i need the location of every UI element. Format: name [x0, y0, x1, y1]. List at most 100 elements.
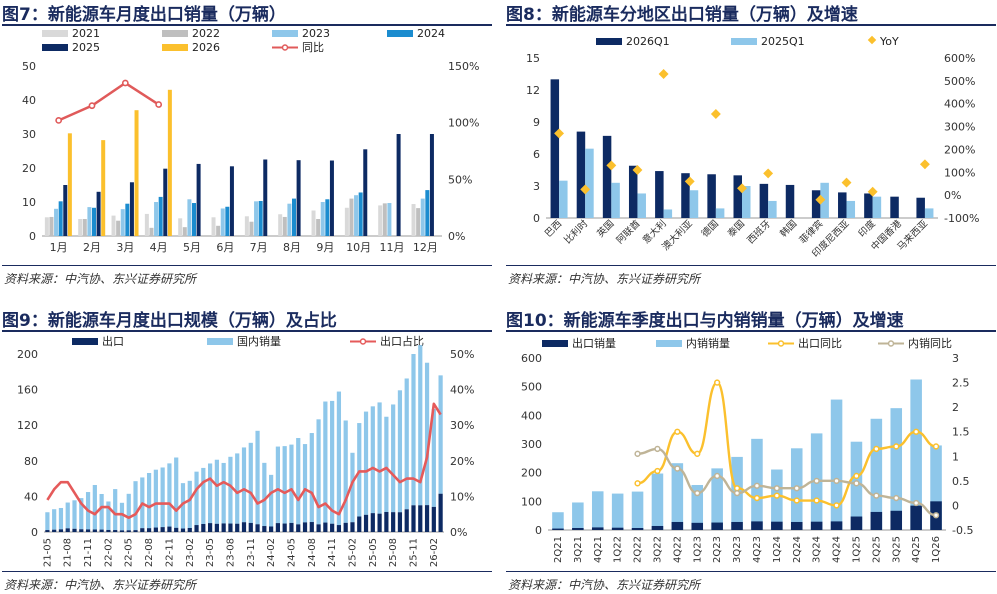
fig9-xtick: 21-08	[63, 538, 74, 567]
fig8-bar-2026Q1	[864, 193, 873, 218]
fig8-xtick: 韩国	[777, 218, 799, 240]
fig9-rule	[2, 330, 492, 332]
fig7-bar-2025	[196, 163, 201, 236]
fig7-bar-2022	[216, 225, 221, 236]
fig10-domestic-yoy-point	[753, 482, 761, 489]
fig10-legend-export-yoy-marker	[777, 340, 785, 347]
fig9-bar-domestic	[167, 463, 172, 527]
fig10-panel: 图10：新能源车季度出口与内销销量（万辆）及增速 出口销量 内销销量 出口同比 内销同…	[506, 306, 996, 594]
fig7-bar-2022	[149, 227, 154, 236]
fig9-bar-domestic	[363, 411, 369, 515]
fig7-bar-2021	[244, 216, 249, 236]
fig9-bar-export	[221, 523, 226, 532]
fig9-bar-domestic	[235, 453, 240, 524]
fig9-bar-domestic	[424, 362, 430, 506]
fig7-bar-2021	[311, 210, 316, 236]
fig7-legend-2023-label: 2023	[302, 27, 330, 40]
fig10-domestic-yoy-point	[833, 477, 840, 485]
fig7-bar-2024	[225, 206, 230, 236]
fig7-bar-2025	[296, 160, 301, 236]
fig8-y2tick: 500%	[944, 75, 975, 88]
fig7-yoy-point	[121, 79, 129, 87]
fig8-xtick: 德国	[699, 218, 721, 240]
fig8-bar-2025Q1	[689, 190, 699, 218]
fig9-bar-export	[336, 525, 342, 532]
fig9-bar-export	[397, 512, 403, 532]
fig9-bar-export	[391, 512, 396, 532]
fig7-xtick: 12月	[413, 241, 438, 254]
fig10-bar-domestic	[771, 469, 783, 530]
fig9-bar-export	[133, 530, 138, 532]
fig7-bar-2022	[249, 221, 254, 236]
fig9-legend-domestic-label: 国内销量	[237, 334, 281, 348]
fig9-bar-domestic	[411, 354, 416, 506]
fig9-y2tick: 20%	[450, 455, 474, 468]
fig9-y2tick: 50%	[450, 348, 474, 361]
fig10-rule	[506, 330, 996, 332]
fig7-legend-2024-swatch	[387, 30, 413, 37]
fig8-xtick: 印度	[856, 217, 878, 239]
fig7-bar-2026	[134, 110, 139, 236]
fig9-bar-domestic	[336, 391, 342, 526]
fig9-xtick: 24-05	[286, 538, 297, 567]
fig10-xtick: 3Q23	[732, 536, 743, 563]
fig8-bar-2026Q1	[655, 171, 664, 218]
fig7-legend-yoy-label: 同比	[302, 41, 324, 54]
fig9-bar-domestic	[309, 433, 314, 523]
fig7-bar-2023	[387, 203, 392, 236]
fig9-bar-export	[411, 505, 416, 532]
fig9-bar-domestic	[146, 472, 152, 529]
fig8-rule	[506, 24, 996, 26]
fig7-bar-2025	[163, 168, 168, 236]
fig10-bar-export	[611, 527, 624, 530]
fig10-bar-export	[771, 521, 783, 530]
fig7-bar-2025	[363, 149, 368, 236]
fig9-bar-domestic	[52, 509, 57, 530]
fig9-bar-export	[235, 523, 240, 532]
fig9-bar-export	[208, 523, 213, 532]
fig10-xtick: 1Q25	[851, 536, 862, 563]
fig9-bar-domestic	[194, 471, 199, 526]
fig9-bar-export	[174, 527, 179, 532]
fig10-rule-bottom	[506, 571, 996, 572]
fig10-bar-export	[651, 525, 664, 530]
fig7-legend-2025-swatch	[42, 44, 68, 51]
fig7-bar-2022	[182, 227, 187, 236]
fig10-bar-domestic	[711, 468, 723, 530]
fig10-y2tick: 1	[952, 450, 959, 463]
fig7-bar-2024	[125, 203, 130, 236]
fig7-bar-2025	[63, 185, 68, 236]
fig9-bar-export	[418, 505, 423, 532]
fig10-bar-export	[870, 511, 883, 530]
fig9-legend-export-swatch	[72, 338, 98, 345]
fig10-y2tick: 3	[952, 352, 959, 365]
fig7-bar-2024	[358, 192, 363, 236]
fig7-bar-2026	[101, 140, 106, 236]
fig9-bar-export	[85, 529, 91, 532]
fig9-bar-domestic	[113, 489, 118, 531]
fig9-bar-domestic	[65, 502, 70, 529]
fig8-yoy-point	[737, 183, 747, 194]
fig9-xtick: 25-08	[388, 538, 399, 567]
fig8-bar-2026Q1	[759, 183, 769, 218]
fig8-bar-2026Q1	[785, 184, 795, 218]
fig10-domestic-yoy-point	[773, 485, 781, 492]
fig7-bar-2021	[411, 204, 416, 236]
fig10-bar-domestic	[572, 502, 584, 530]
fig7-bar-2021	[111, 215, 116, 236]
fig7-bar-2024	[425, 190, 430, 236]
fig9-bar-domestic	[106, 501, 111, 530]
fig9-bar-domestic	[275, 446, 280, 524]
fig10-y2tick: 0.5	[952, 475, 970, 488]
fig9-xtick: 22-02	[103, 538, 114, 567]
fig9-y2tick: 40%	[450, 384, 474, 397]
fig9-bar-export	[377, 513, 382, 532]
fig8-y2tick: 300%	[944, 121, 975, 134]
fig8-bar-2026Q1	[733, 175, 742, 218]
fig9-xtick: 23-05	[205, 538, 216, 567]
fig9-bar-domestic	[58, 507, 64, 530]
fig9-bar-export	[255, 524, 260, 532]
fig7-bar-2023	[220, 208, 225, 236]
fig7-legend-yoy-marker	[281, 44, 289, 51]
fig9-bar-export	[282, 523, 287, 532]
